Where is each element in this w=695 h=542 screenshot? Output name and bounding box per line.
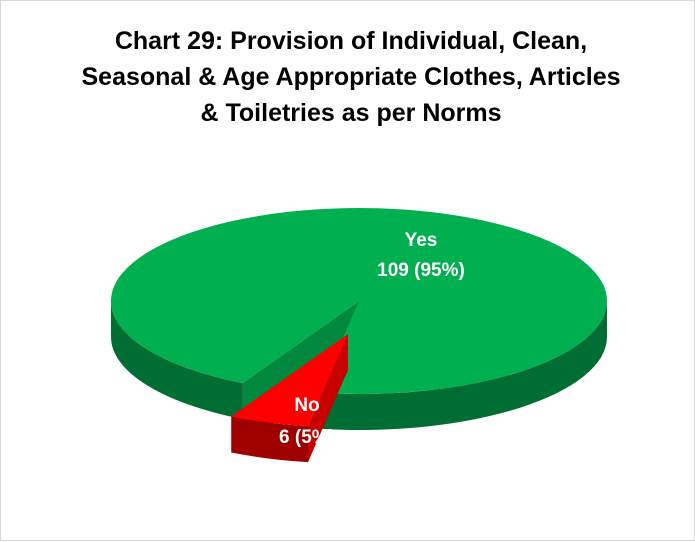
pie-slice [111,208,608,394]
slice-label: Yes [405,230,438,251]
slice-side [319,301,607,431]
chart-title: Chart 29: Provision of Individual, Clean… [81,27,621,127]
slice-side [111,301,243,420]
slice-value-label: 109 (95%) [377,260,465,281]
slice-label: No [294,395,319,416]
slice-value-label: 6 (5%) [279,427,335,448]
slice-side [231,416,309,463]
pie-slice [231,334,348,427]
